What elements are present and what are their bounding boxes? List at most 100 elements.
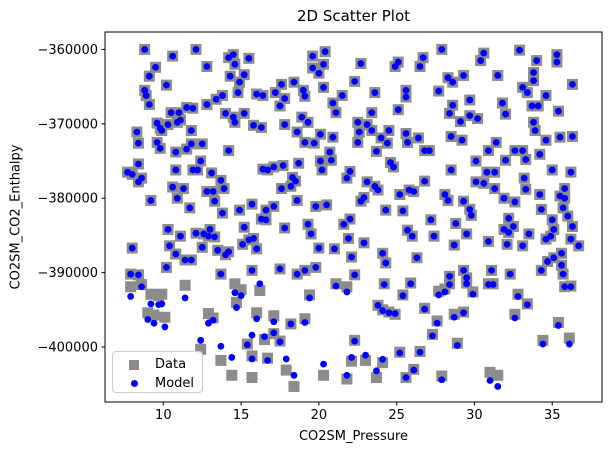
model-point-dot bbox=[211, 197, 219, 205]
model-point-dot bbox=[421, 147, 429, 154]
model-point-dot bbox=[402, 374, 410, 381]
model-point-dot bbox=[164, 121, 172, 128]
y-tick-label: −360000 bbox=[37, 43, 98, 58]
model-point-dot bbox=[567, 168, 575, 176]
model-point-dot bbox=[514, 293, 522, 300]
model-point-dot bbox=[505, 229, 513, 236]
model-point-dot bbox=[128, 244, 136, 252]
model-point-dot bbox=[248, 200, 256, 208]
model-point-dot bbox=[189, 166, 197, 174]
model-point-dot bbox=[528, 102, 536, 110]
model-point-dot bbox=[506, 270, 514, 278]
model-point-dot bbox=[301, 92, 309, 100]
model-point-dot bbox=[416, 348, 424, 356]
model-point-dot bbox=[217, 342, 225, 350]
model-point-dot bbox=[505, 214, 513, 222]
model-point-dot bbox=[447, 166, 455, 174]
model-point-dot bbox=[217, 270, 225, 278]
model-point-dot bbox=[467, 211, 475, 219]
model-point-dot bbox=[460, 309, 467, 317]
model-point-dot bbox=[234, 89, 242, 96]
model-point-dot bbox=[435, 291, 443, 299]
x-tick-label: 15 bbox=[233, 408, 250, 423]
model-point-dot bbox=[494, 383, 502, 390]
model-point-dot bbox=[394, 106, 402, 114]
model-point-dot bbox=[317, 130, 324, 138]
model-point-dot bbox=[399, 292, 407, 300]
model-point-dot bbox=[332, 109, 340, 117]
model-point-dot bbox=[522, 185, 530, 193]
model-point-dot bbox=[542, 92, 550, 99]
model-point-dot bbox=[158, 127, 166, 134]
model-point-dot bbox=[569, 133, 576, 140]
model-point-dot bbox=[145, 101, 153, 108]
model-point-dot bbox=[180, 185, 187, 192]
model-point-dot bbox=[141, 46, 149, 53]
model-point-dot bbox=[264, 357, 271, 364]
model-point-dot bbox=[343, 288, 351, 296]
model-point-dot bbox=[332, 282, 340, 290]
model-point-dot bbox=[499, 99, 506, 107]
model-point-dot bbox=[558, 249, 565, 257]
x-tick-label: 20 bbox=[311, 408, 328, 423]
model-point-dot bbox=[177, 232, 184, 240]
model-point-dot bbox=[567, 235, 575, 243]
y-tick-label: −400000 bbox=[37, 341, 98, 356]
model-point-dot bbox=[410, 366, 418, 374]
model-point-dot bbox=[480, 49, 488, 57]
model-point-dot bbox=[438, 46, 446, 53]
model-dot-marker-icon bbox=[121, 380, 147, 387]
chart-title: 2D Scatter Plot bbox=[296, 7, 411, 25]
model-point-dot bbox=[438, 376, 446, 384]
model-point-dot bbox=[377, 134, 385, 142]
model-point-dot bbox=[441, 288, 449, 296]
model-point-dot bbox=[229, 51, 237, 59]
model-point-dot bbox=[519, 83, 527, 91]
model-point-dot bbox=[511, 198, 519, 206]
model-point-dot bbox=[460, 197, 467, 205]
model-point-dot bbox=[450, 313, 458, 321]
model-point-dot bbox=[225, 248, 233, 256]
model-point-dot bbox=[301, 319, 309, 326]
model-point-dot bbox=[310, 139, 318, 147]
model-point-dot bbox=[565, 340, 573, 348]
model-point-dot bbox=[239, 240, 247, 248]
model-point-dot bbox=[402, 93, 410, 101]
model-point-dot bbox=[203, 63, 211, 70]
model-point-dot bbox=[205, 232, 212, 240]
model-point-dot bbox=[281, 121, 289, 128]
model-point-dot bbox=[396, 349, 404, 357]
model-point-dot bbox=[138, 283, 145, 291]
model-point-dot bbox=[502, 110, 509, 118]
model-point-dot bbox=[466, 205, 474, 213]
model-point-dot bbox=[379, 249, 387, 257]
model-point-dot bbox=[144, 316, 152, 323]
model-point-dot bbox=[338, 92, 346, 99]
x-axis-ticks: 10 15 20 25 30 35 bbox=[155, 402, 560, 423]
data-point-square bbox=[318, 369, 330, 381]
model-point-dot bbox=[357, 60, 365, 67]
data-point-square bbox=[229, 278, 241, 290]
model-point-dot bbox=[460, 266, 467, 274]
model-point-dot bbox=[399, 207, 407, 215]
model-point-dot bbox=[404, 139, 411, 146]
model-point-dot bbox=[485, 237, 492, 245]
model-point-dot bbox=[135, 178, 142, 186]
model-point-dot bbox=[523, 89, 531, 96]
model-point-dot bbox=[209, 316, 217, 324]
model-point-dot bbox=[446, 109, 453, 117]
model-point-dot bbox=[547, 232, 555, 240]
model-point-dot bbox=[374, 186, 382, 194]
data-point-square bbox=[159, 311, 171, 323]
model-point-dot bbox=[203, 101, 211, 108]
data-point-square bbox=[484, 366, 496, 378]
model-point-dot bbox=[511, 147, 519, 154]
model-point-dot bbox=[150, 319, 158, 327]
model-point-dot bbox=[463, 230, 471, 238]
model-point-dot bbox=[290, 78, 298, 86]
model-point-dot bbox=[187, 140, 195, 148]
model-point-dot bbox=[282, 355, 290, 363]
model-point-dot bbox=[290, 371, 298, 379]
